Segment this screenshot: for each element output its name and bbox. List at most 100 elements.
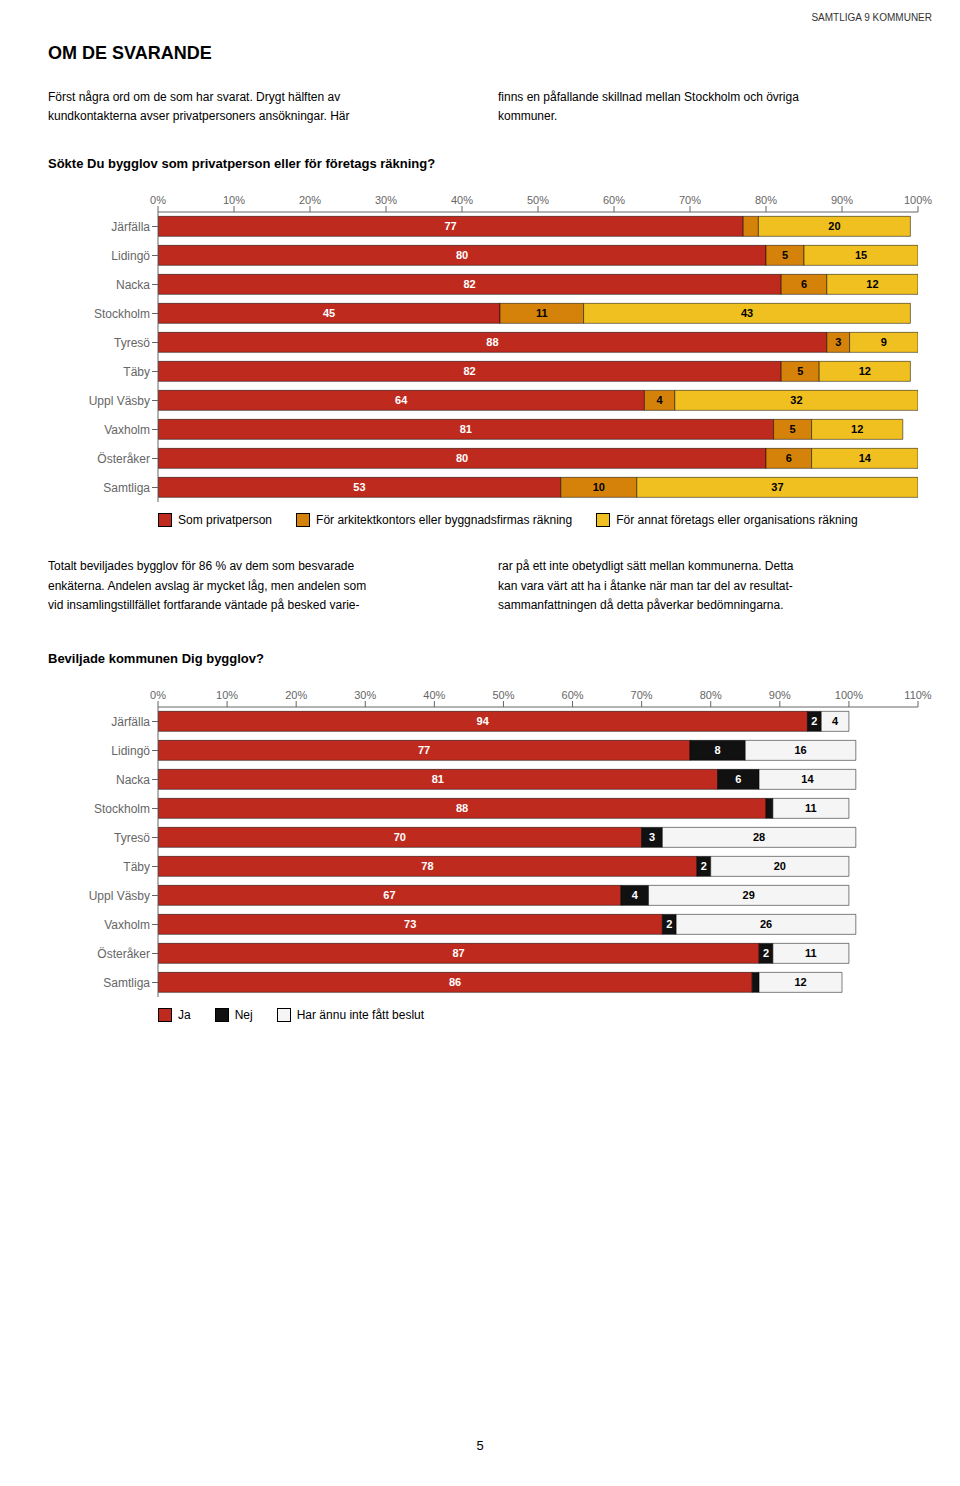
svg-text:29: 29	[743, 889, 755, 901]
svg-text:8: 8	[715, 744, 721, 756]
svg-text:11: 11	[805, 947, 817, 959]
svg-text:14: 14	[801, 773, 814, 785]
svg-text:Samtliga: Samtliga	[103, 481, 150, 495]
svg-text:Stockholm: Stockholm	[94, 802, 150, 816]
svg-text:32: 32	[790, 395, 802, 407]
svg-text:16: 16	[794, 744, 806, 756]
svg-text:Järfälla: Järfälla	[111, 715, 150, 729]
svg-text:Nacka: Nacka	[116, 773, 150, 787]
svg-text:110%: 110%	[904, 689, 932, 701]
svg-text:2: 2	[701, 860, 707, 872]
svg-text:14: 14	[859, 453, 872, 465]
svg-text:Täby: Täby	[123, 365, 150, 379]
svg-text:81: 81	[432, 773, 444, 785]
svg-text:82: 82	[463, 366, 475, 378]
svg-text:Tyresö: Tyresö	[114, 336, 150, 350]
svg-text:Nacka: Nacka	[116, 278, 150, 292]
svg-text:64: 64	[395, 395, 408, 407]
svg-text:80%: 80%	[700, 689, 722, 701]
svg-text:43: 43	[741, 308, 753, 320]
svg-text:37: 37	[771, 482, 783, 494]
svg-text:77: 77	[444, 221, 456, 233]
svg-text:40%: 40%	[423, 689, 445, 701]
svg-text:70%: 70%	[631, 689, 653, 701]
svg-text:11: 11	[805, 802, 817, 814]
svg-text:6: 6	[801, 279, 807, 291]
svg-text:9: 9	[881, 337, 887, 349]
svg-text:73: 73	[404, 918, 416, 930]
svg-text:12: 12	[866, 279, 878, 291]
svg-text:50%: 50%	[492, 689, 514, 701]
svg-text:12: 12	[851, 424, 863, 436]
svg-text:4: 4	[832, 715, 839, 727]
svg-text:15: 15	[855, 250, 867, 262]
svg-text:Österåker: Österåker	[97, 947, 150, 961]
svg-text:Järfälla: Järfälla	[111, 220, 150, 234]
svg-text:6: 6	[735, 773, 741, 785]
svg-text:2: 2	[811, 715, 817, 727]
svg-text:2: 2	[763, 947, 769, 959]
svg-text:3: 3	[649, 831, 655, 843]
svg-text:4: 4	[632, 889, 639, 901]
svg-text:53: 53	[353, 482, 365, 494]
svg-text:30%: 30%	[375, 194, 397, 206]
svg-text:2: 2	[666, 918, 672, 930]
svg-text:26: 26	[760, 918, 772, 930]
svg-text:45: 45	[323, 308, 335, 320]
svg-text:Stockholm: Stockholm	[94, 307, 150, 321]
svg-text:90%: 90%	[831, 194, 853, 206]
svg-text:5: 5	[782, 250, 788, 262]
svg-text:11: 11	[536, 308, 548, 320]
svg-text:0%: 0%	[150, 689, 166, 701]
svg-text:0%: 0%	[150, 194, 166, 206]
svg-text:Lidingö: Lidingö	[111, 744, 150, 758]
svg-text:60%: 60%	[603, 194, 625, 206]
svg-text:10: 10	[593, 482, 605, 494]
svg-text:28: 28	[753, 831, 765, 843]
svg-text:80: 80	[456, 453, 468, 465]
svg-text:20: 20	[828, 221, 840, 233]
svg-text:30%: 30%	[354, 689, 376, 701]
svg-text:Österåker: Österåker	[97, 452, 150, 466]
svg-text:5: 5	[790, 424, 796, 436]
svg-text:12: 12	[859, 366, 871, 378]
svg-text:82: 82	[463, 279, 475, 291]
svg-text:Vaxholm: Vaxholm	[104, 423, 150, 437]
svg-text:94: 94	[477, 715, 490, 727]
svg-text:3: 3	[835, 337, 841, 349]
svg-text:70: 70	[394, 831, 406, 843]
svg-text:50%: 50%	[527, 194, 549, 206]
svg-text:67: 67	[383, 889, 395, 901]
svg-text:Lidingö: Lidingö	[111, 249, 150, 263]
svg-text:6: 6	[786, 453, 792, 465]
svg-text:Uppl Väsby: Uppl Väsby	[89, 394, 150, 408]
svg-text:90%: 90%	[769, 689, 791, 701]
svg-text:Vaxholm: Vaxholm	[104, 918, 150, 932]
svg-text:88: 88	[486, 337, 498, 349]
svg-text:100%: 100%	[835, 689, 863, 701]
svg-text:78: 78	[421, 860, 433, 872]
svg-text:77: 77	[418, 744, 430, 756]
svg-text:88: 88	[456, 802, 468, 814]
svg-text:12: 12	[794, 976, 806, 988]
svg-text:100%: 100%	[904, 194, 932, 206]
svg-text:20: 20	[774, 860, 786, 872]
svg-text:20%: 20%	[299, 194, 321, 206]
svg-text:10%: 10%	[216, 689, 238, 701]
svg-text:4: 4	[657, 395, 664, 407]
svg-text:Uppl Väsby: Uppl Väsby	[89, 889, 150, 903]
svg-text:10%: 10%	[223, 194, 245, 206]
svg-text:81: 81	[460, 424, 472, 436]
svg-text:Täby: Täby	[123, 860, 150, 874]
svg-text:80: 80	[456, 250, 468, 262]
svg-text:40%: 40%	[451, 194, 473, 206]
svg-text:70%: 70%	[679, 194, 701, 206]
svg-text:86: 86	[449, 976, 461, 988]
svg-text:Samtliga: Samtliga	[103, 976, 150, 990]
svg-text:5: 5	[797, 366, 803, 378]
svg-text:60%: 60%	[562, 689, 584, 701]
svg-text:Tyresö: Tyresö	[114, 831, 150, 845]
svg-text:80%: 80%	[755, 194, 777, 206]
svg-text:87: 87	[452, 947, 464, 959]
svg-text:20%: 20%	[285, 689, 307, 701]
